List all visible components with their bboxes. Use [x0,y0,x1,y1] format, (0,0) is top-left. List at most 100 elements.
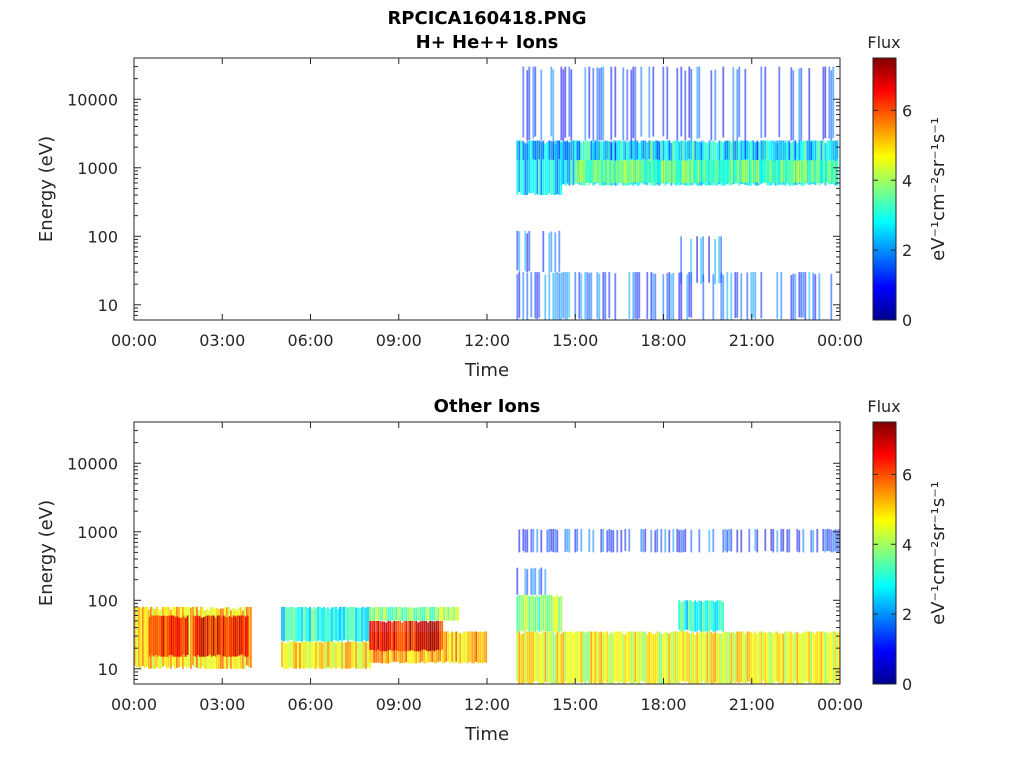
heatmap-cell [804,272,807,320]
heatmap-cell [583,160,586,183]
x-axis-label: Time [464,724,509,745]
heatmap-cell [662,66,665,137]
heatmap-cell [534,66,537,137]
heatmap-cell [676,528,679,553]
heatmap-cell [598,632,601,684]
heatmap-cell [357,607,359,642]
heatmap-cell [760,66,763,138]
heatmap-cell [220,617,223,657]
heatmap-cell [588,272,591,320]
heatmap-cell [568,142,571,186]
heatmap-cell [552,631,555,684]
heatmap-cell [566,140,569,160]
heatmap-cell [222,615,225,657]
heatmap-cell [778,66,781,137]
heatmap-cell [232,615,235,657]
heatmap-cell [780,633,783,684]
heatmap-cell [305,606,307,642]
heatmap-cell [347,641,349,669]
heatmap-cell [794,273,797,320]
heatmap-cell [644,631,647,683]
heatmap-cell [758,631,761,684]
heatmap-cell [596,272,599,319]
heatmap-cell [716,600,718,631]
heatmap-cell [401,622,404,652]
heatmap-cell [562,272,565,318]
heatmap-cell [590,140,593,160]
heatmap-cell [730,632,733,684]
heatmap-cell [548,140,551,160]
heatmap-cell [522,66,525,138]
heatmap-cell [684,528,687,552]
heatmap-cell [777,160,780,182]
heatmap-cell [572,633,575,684]
heatmap-cell [676,67,679,141]
heatmap-cell [178,617,181,657]
heatmap-cell [805,160,808,182]
heatmap-cell [353,641,355,668]
heatmap-cell [620,631,623,682]
heatmap-cell [556,631,559,684]
heatmap-cell [556,272,559,320]
colorbar-label: eV⁻¹cm⁻²sr⁻¹s⁻¹ [928,117,949,261]
heatmap-cell [765,160,768,183]
heatmap-cell [365,642,367,669]
heatmap-cell [644,528,647,552]
heatmap-cell [602,66,605,141]
heatmap-cell [640,528,643,552]
heatmap-cell [546,142,549,195]
heatmap-cell [638,631,641,684]
heatmap-cell [540,142,543,195]
heatmap-cell [817,160,820,182]
heatmap-cell [600,67,603,141]
heatmap-cell [708,529,711,553]
heatmap-cell [188,606,190,667]
heatmap-cell [206,615,209,657]
heatmap-cell [536,272,539,320]
heatmap-cell [518,140,521,193]
heatmap-cell [794,631,797,681]
heatmap-cell [136,606,138,668]
heatmap-cell [790,631,793,684]
heatmap-cell [520,594,523,631]
heatmap-cell [776,140,779,160]
heatmap-cell [457,631,460,664]
heatmap-cell [337,641,339,668]
heatmap-cell [828,66,831,139]
heatmap-cell [204,616,207,657]
heatmap-cell [588,631,591,684]
heatmap-cell [371,607,374,621]
heatmap-cell [678,600,680,630]
colorbar-ticks: 0 2 4 6 [873,101,912,330]
heatmap-cell [592,631,595,683]
y-ticks: 10 100 1000 10000 [67,57,840,321]
heatmap-cell [763,160,766,183]
colorbar-tick-label: 4 [902,171,912,190]
heatmap-cell [393,607,396,621]
heatmap-cell [717,160,720,182]
x-tick-label: 21:00 [729,331,775,350]
heatmap-cell [522,140,525,160]
heatmap-cell [612,530,615,553]
heatmap-cell [349,606,351,640]
heatmap-cell [734,141,737,160]
heatmap-cell [598,141,601,160]
heatmap-cell [628,140,631,160]
y-tick-label: 1000 [77,523,118,542]
heatmap-cell [150,615,153,656]
heatmap-cell [433,607,436,621]
heatmap-cell [560,272,563,320]
heatmap-cell [734,272,737,318]
heatmap-cell [621,160,624,183]
heatmap-cell [606,140,609,160]
heatmap-cell [546,631,549,683]
heatmap-cell [802,272,805,318]
heatmap-cell [325,608,327,642]
heatmap-cell [591,161,594,183]
heatmap-cell [435,606,438,621]
heatmap-cell [367,606,369,642]
heatmap-cell [560,633,563,684]
heatmap-cell [401,607,404,621]
heatmap-cell [293,607,295,642]
y-tick-label: 100 [87,227,118,246]
